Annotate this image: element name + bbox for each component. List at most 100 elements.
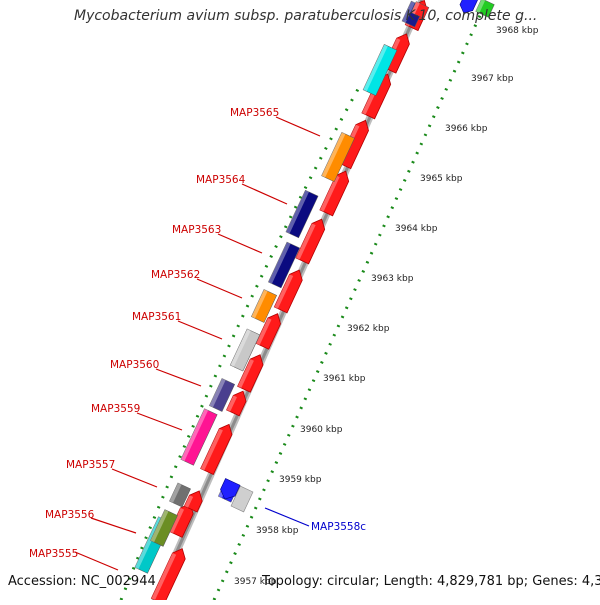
topology-text: Topology: circular; Length: 4,829,781 bp… <box>262 574 600 589</box>
cog-block-rect <box>268 241 300 289</box>
gene-label-leader <box>177 320 223 340</box>
gene-label: MAP3559 <box>91 403 140 415</box>
cog-block <box>362 44 398 96</box>
cog-block <box>180 408 218 466</box>
scale-tick-label: 3964 kbp <box>395 224 438 234</box>
gene-arrow-highlight <box>184 495 194 508</box>
gene-label-leader <box>264 507 310 527</box>
scale-tick-label: 3961 kbp <box>323 374 366 384</box>
cog-block-shine <box>251 289 268 319</box>
scale-tick-label: 3965 kbp <box>420 174 463 184</box>
cog-block-shine <box>180 408 209 462</box>
gene-label-leader <box>111 468 158 488</box>
gene-arrow <box>150 548 186 605</box>
cog-block-shine <box>169 482 182 503</box>
gene-arrow-highlight <box>226 395 237 412</box>
cog-block <box>410 1 430 19</box>
cog-block-rect <box>250 289 278 323</box>
scale-tick-label: 3966 kbp <box>445 124 488 134</box>
gene-arrow-body <box>200 423 233 476</box>
gene-label: MAP3562 <box>151 269 200 281</box>
reverse-gene-top <box>459 0 479 14</box>
cog-block-shine <box>321 132 346 178</box>
gene-label: MAP3563 <box>172 224 221 236</box>
cog-block-shine <box>268 242 291 284</box>
cog-block-shine <box>475 0 486 14</box>
gene-arrow-highlight <box>295 223 316 260</box>
scale-tick-label: 3959 kbp <box>279 475 322 485</box>
gene-arrow-highlight <box>274 274 294 309</box>
cog-block-rect <box>285 189 319 239</box>
cog-block-rect <box>410 1 430 19</box>
gene-label: MAP3560 <box>110 359 159 371</box>
gene-arrow <box>226 390 247 417</box>
reverse-gene-top-arrow <box>459 0 479 14</box>
gene-label-leader <box>136 412 183 431</box>
gene-label: MAP3558c <box>311 521 366 533</box>
gene-arrow <box>273 269 303 314</box>
gene-label: MAP3564 <box>196 174 246 186</box>
cog-block <box>268 241 300 289</box>
cog-block-shine <box>150 509 169 543</box>
gene-arrow-highlight <box>151 553 177 601</box>
cog-block-shine <box>411 1 420 15</box>
cog-block <box>285 189 319 239</box>
cog-block-shine <box>285 190 310 234</box>
gene-label-leader <box>241 183 288 205</box>
gene-arrow-highlight <box>256 317 272 346</box>
cog-block <box>475 0 495 18</box>
gene-arrow <box>237 354 264 393</box>
reverse-gene <box>230 485 254 513</box>
gene-label: MAP3565 <box>230 107 279 119</box>
cog-block-rect <box>475 0 495 18</box>
reverse-gene-mid <box>220 478 241 500</box>
reverse-gene-rect <box>230 485 254 513</box>
accession-text: Accession: NC_002944 <box>8 574 156 589</box>
gene-label-leader <box>275 116 321 137</box>
cog-block-rect <box>321 131 355 183</box>
cog-block-rect <box>169 482 191 508</box>
gene-label: MAP3557 <box>66 459 115 471</box>
scale-tick-label: 3968 kbp <box>496 26 539 36</box>
gene-label-leader <box>217 233 263 254</box>
cog-block <box>229 328 261 372</box>
gene-arrow-body <box>183 490 203 513</box>
cog-block-shine <box>402 1 415 23</box>
reverse-gene-mid-arrow <box>220 478 241 500</box>
cog-block-shine <box>230 328 251 367</box>
cog-block-rect <box>362 44 398 96</box>
cog-block-shine <box>209 378 226 408</box>
gene-arrow <box>255 313 281 350</box>
gene-arrow-body <box>226 390 247 417</box>
gene-arrow-highlight <box>319 175 340 212</box>
page-title: Mycobacterium avium subsp. paratuberculo… <box>74 8 538 24</box>
gene-label: MAP3555 <box>29 548 78 560</box>
gene-label: MAP3556 <box>45 509 95 521</box>
gene-arrow-highlight <box>169 507 185 534</box>
gene-label-leader <box>74 551 119 571</box>
cog-block-rect <box>208 378 236 412</box>
gene-label-leader <box>196 278 243 299</box>
scale-tick-label: 3967 kbp <box>471 74 514 84</box>
cog-block <box>150 509 178 547</box>
scale-tick-label: 3962 kbp <box>347 324 390 334</box>
cog-block <box>321 131 355 183</box>
cog-block <box>208 378 236 412</box>
cog-block-shine <box>363 44 388 92</box>
cog-block-rect <box>229 328 261 372</box>
feature-guide-dots <box>119 81 364 601</box>
cog-block <box>169 482 191 508</box>
scale-tick-label: 3958 kbp <box>256 526 299 536</box>
scale-tick-label: 3957 kbp <box>234 577 277 587</box>
gene-arrow-highlight <box>200 428 223 471</box>
scale-tick-label: 3963 kbp <box>371 274 414 284</box>
cog-block-rect <box>150 509 178 547</box>
gene-arrow <box>183 490 203 513</box>
gene-label: MAP3561 <box>132 311 181 323</box>
scale-tick-label: 3960 kbp <box>300 425 343 435</box>
cog-block <box>250 289 278 323</box>
gene-arrow <box>200 423 233 476</box>
gene-arrow-highlight <box>237 359 254 388</box>
